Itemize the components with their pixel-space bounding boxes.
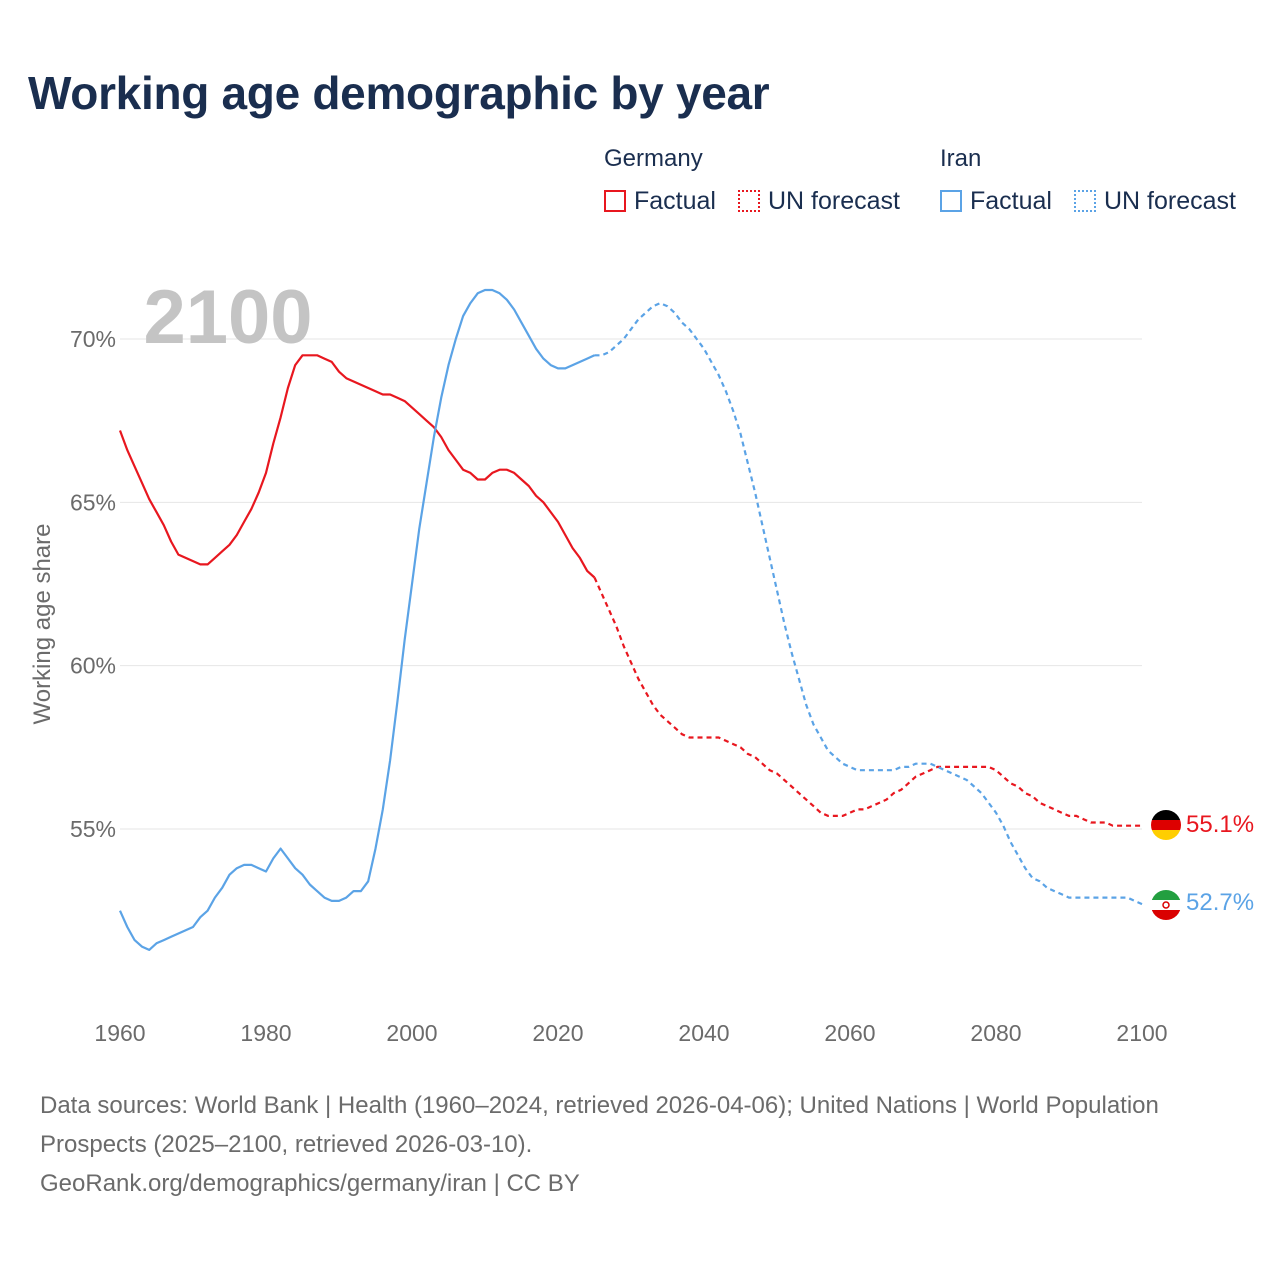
- legend-iran-forecast[interactable]: UN forecast: [1074, 186, 1236, 216]
- germany-factual-swatch-icon: [604, 190, 626, 212]
- y-tick-label: 65%: [70, 489, 116, 515]
- legend-iran-factual-label: Factual: [970, 186, 1052, 215]
- iran-forecast-swatch-icon: [1074, 190, 1096, 212]
- x-tick-label: 2020: [532, 1020, 583, 1046]
- legend-germany-forecast[interactable]: UN forecast: [738, 186, 900, 216]
- y-axis-title: Working age share: [29, 524, 56, 725]
- series: [118, 288, 1143, 951]
- x-tick-label: 2000: [386, 1020, 437, 1046]
- germany-end-value-label: 55.1%: [1186, 811, 1254, 838]
- germany-flag-icon: [1151, 810, 1181, 840]
- x-tick-label: 1960: [94, 1020, 145, 1046]
- iran-factual-swatch-icon: [940, 190, 962, 212]
- chart-title: Working age demographic by year: [28, 67, 770, 119]
- germany-forecast-line[interactable]: [593, 577, 1143, 827]
- y-tick-label: 70%: [70, 326, 116, 352]
- x-tick-label: 2060: [824, 1020, 875, 1046]
- line-chart: 2100 55% 60% 65% 70% 1960 1980 2000 2020 2040 206…: [29, 275, 1254, 1046]
- iran-forecast-line[interactable]: [594, 301, 1143, 906]
- iran-end-value-label: 52.7%: [1186, 889, 1254, 916]
- footer: Data sources: World Bank | Health (1960–…: [40, 1086, 1240, 1203]
- y-tick-label: 60%: [70, 653, 116, 679]
- legend-germany-factual-label: Factual: [634, 186, 716, 215]
- legend-germany-forecast-label: UN forecast: [768, 186, 900, 215]
- year-watermark: 2100: [143, 275, 312, 360]
- gridlines: [120, 338, 1142, 830]
- legend-group-germany: Germany: [604, 145, 703, 172]
- legend-iran-forecast-label: UN forecast: [1104, 186, 1236, 215]
- germany-forecast-swatch-icon: [738, 190, 760, 212]
- germany-factual-line[interactable]: [118, 354, 596, 579]
- legend-germany-factual[interactable]: Factual: [604, 186, 716, 216]
- x-tick-label: 2080: [970, 1020, 1021, 1046]
- x-tick-label: 2100: [1116, 1020, 1167, 1046]
- legend-iran-factual[interactable]: Factual: [940, 186, 1052, 216]
- legend-group-iran: Iran: [940, 145, 982, 172]
- y-tick-label: 55%: [70, 816, 116, 842]
- x-tick-label: 1980: [240, 1020, 291, 1046]
- axes: 55% 60% 65% 70% 1960 1980 2000 2020 2040 2060 2080…: [70, 326, 1168, 1046]
- x-tick-label: 2040: [678, 1020, 729, 1046]
- iran-flag-icon: [1151, 890, 1181, 920]
- iran-factual-line[interactable]: [118, 288, 595, 951]
- credit-link[interactable]: GeoRank.org/demographics/germany/iran | …: [40, 1170, 580, 1197]
- data-sources-note: Data sources: World Bank | Health (1960–…: [40, 1092, 1159, 1158]
